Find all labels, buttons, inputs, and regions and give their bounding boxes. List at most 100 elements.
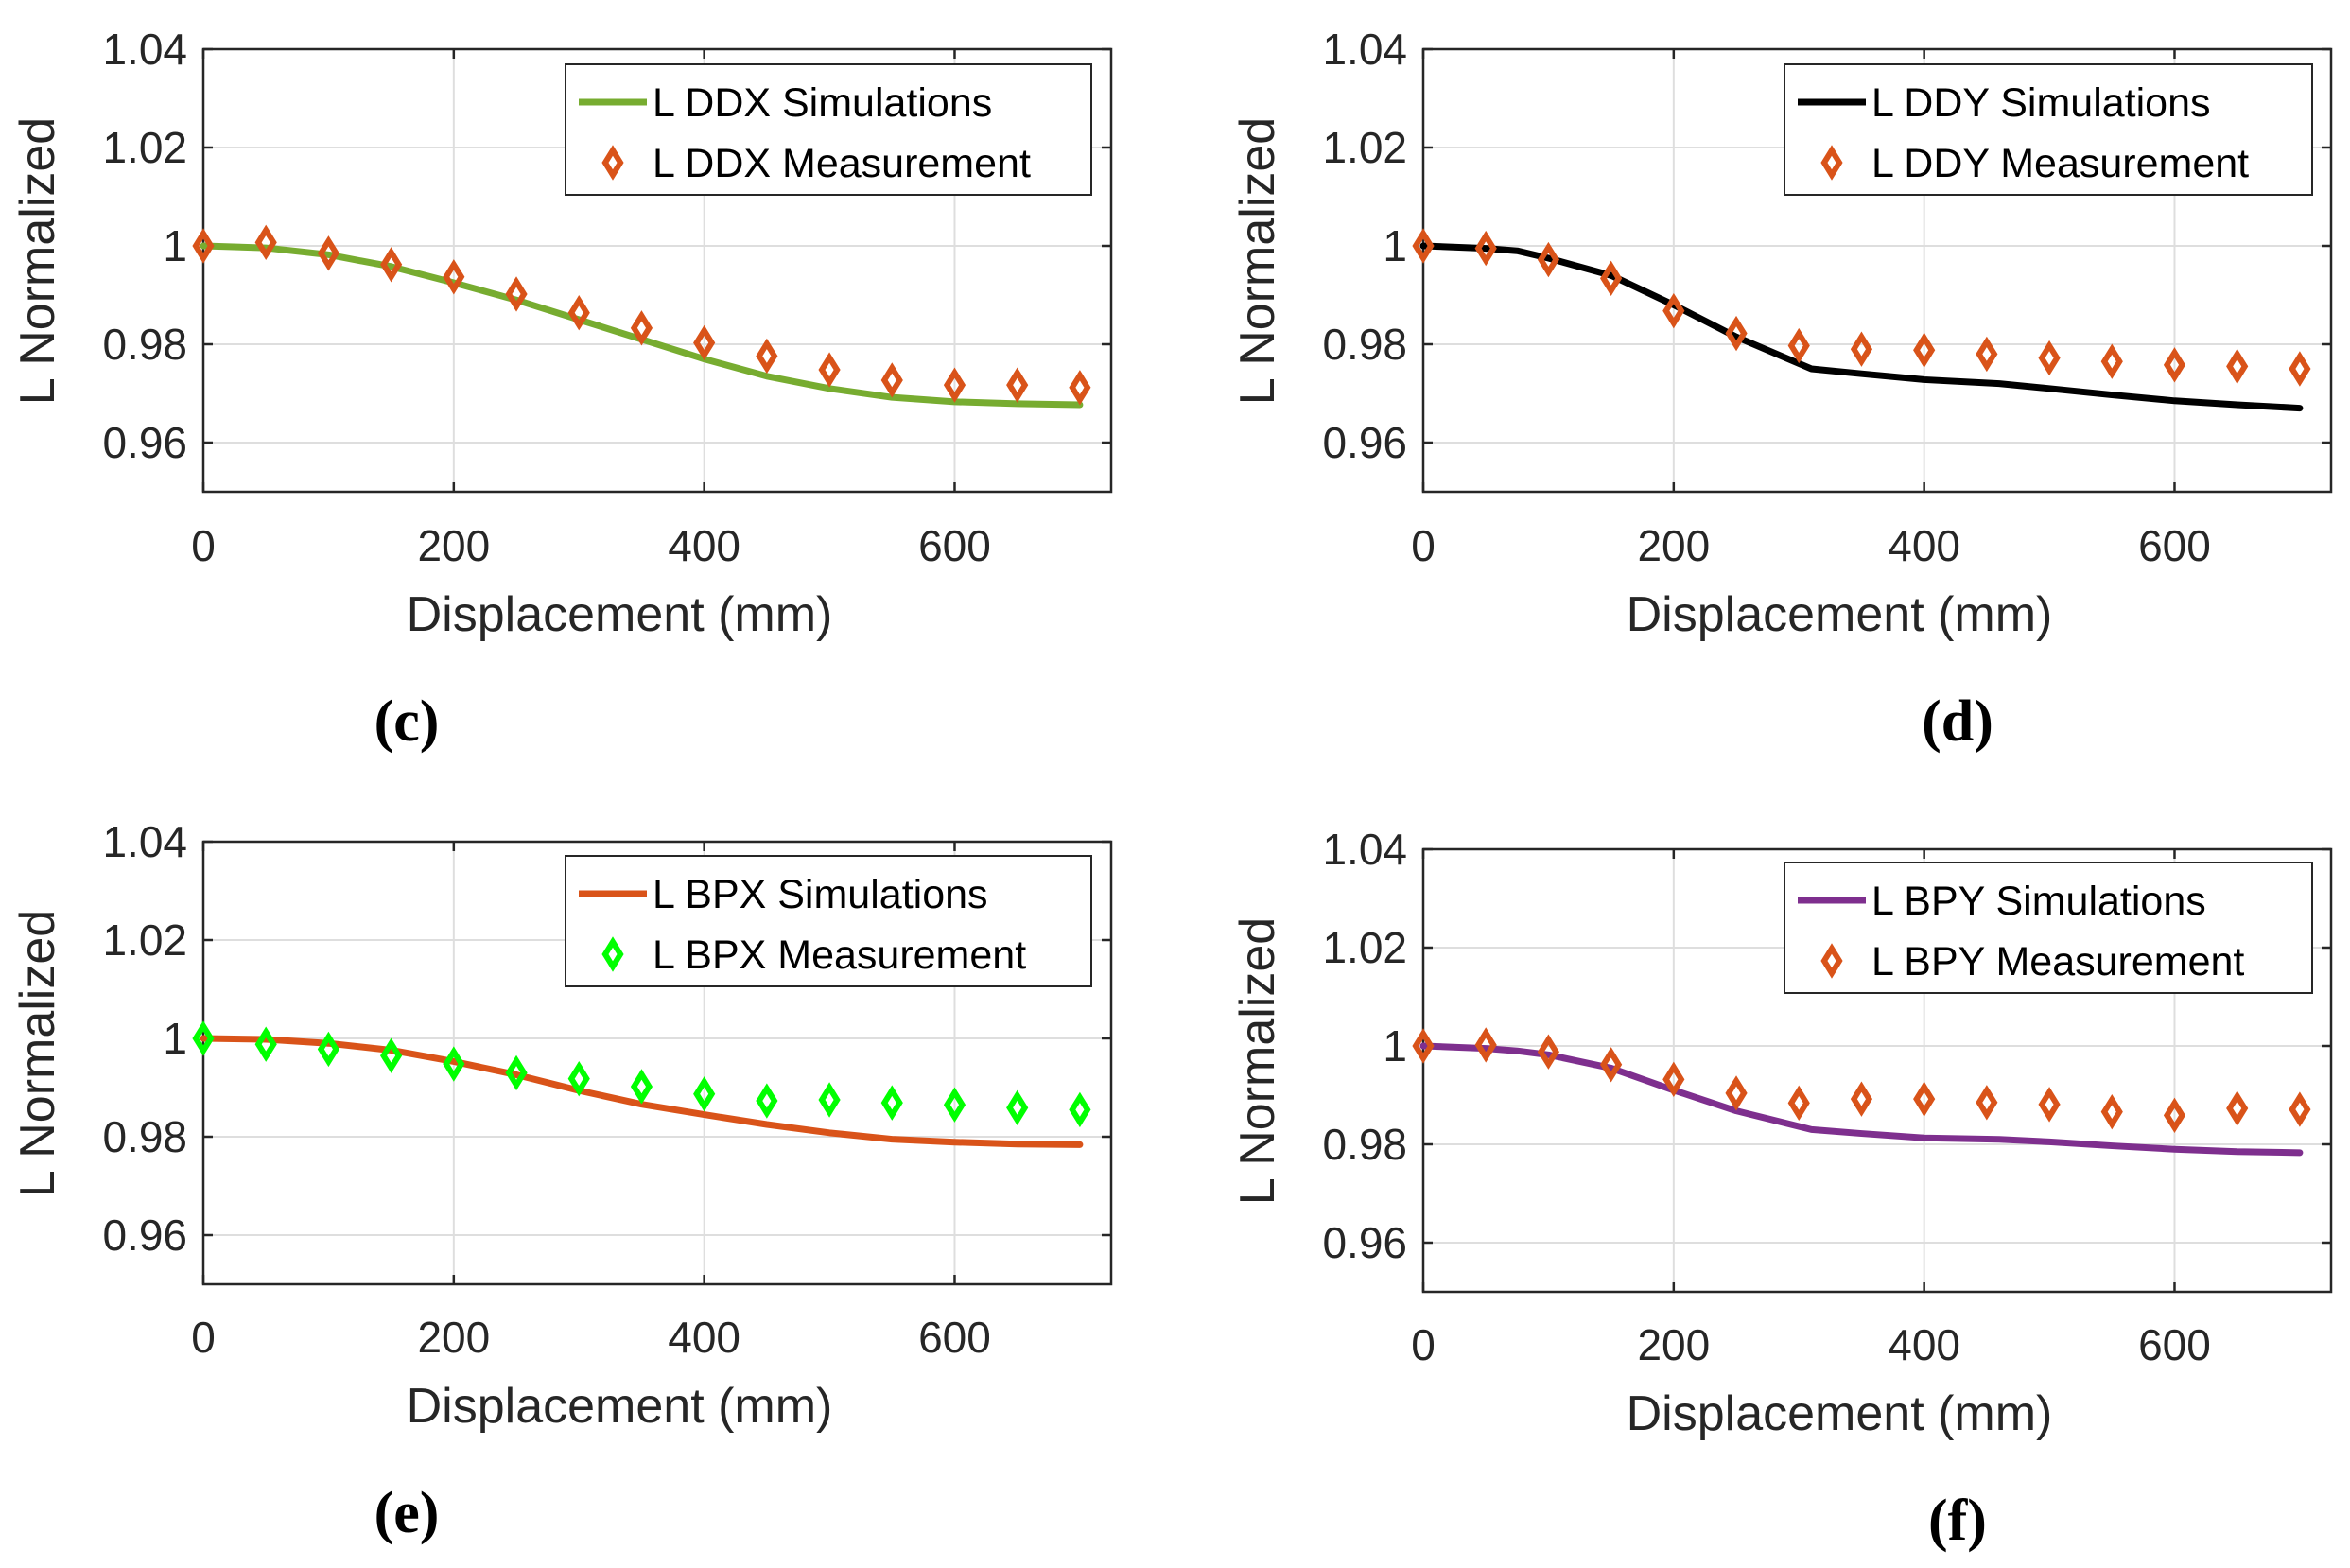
y-tick-label: 0.98 [102, 320, 187, 369]
y-tick-label: 0.96 [1322, 418, 1407, 467]
x-tick-label: 0 [191, 521, 216, 570]
panel-label: (c) [374, 689, 440, 754]
measurement-point [818, 1082, 841, 1118]
measurement-point [1850, 1081, 1873, 1117]
measurement-point [943, 1087, 966, 1123]
x-axis-label: Displacement (mm) [1627, 587, 2053, 642]
x-tick-label: 400 [668, 521, 740, 570]
measurement-point [1474, 1027, 1497, 1063]
measurement-point [756, 338, 778, 375]
measurement-point [1787, 327, 1810, 364]
measurement-point [1913, 332, 1936, 368]
measurement-point [567, 295, 590, 331]
x-tick-label: 600 [2138, 1320, 2211, 1369]
measurement-point [2100, 1093, 2123, 1130]
legend-entry: L DDY Simulations [1871, 80, 2211, 126]
chart-panel-3: 0 200 400 600 0.96 0.98 1 1.02 1.04 Displacement … [1230, 825, 2333, 1553]
y-tick-label: 0.98 [102, 1112, 187, 1161]
y-tick-label: 1 [1383, 221, 1407, 270]
y-tick-label: 1 [163, 1014, 187, 1063]
legend-marker-swatch [601, 936, 624, 972]
legend-box [565, 855, 1092, 987]
x-tick-label: 200 [1637, 1320, 1710, 1369]
measurement-point [1069, 370, 1091, 406]
measurement-point [693, 1076, 716, 1112]
measurement-point [1976, 1085, 1998, 1121]
measurement-point [756, 1083, 778, 1119]
measurement-point [1600, 260, 1623, 297]
measurement-point [1662, 292, 1685, 329]
measurement-point [1600, 1047, 1623, 1083]
measurement-point [317, 1031, 340, 1068]
simulation-line [1419, 242, 2304, 412]
y-tick-label: 1 [163, 221, 187, 270]
measurement-point [443, 1046, 465, 1082]
x-tick-label: 200 [417, 1313, 490, 1362]
y-tick-label: 1.02 [1322, 123, 1407, 172]
legend-entry: L DDX Measurement [653, 141, 1031, 186]
legend-marker-swatch [1820, 943, 1843, 979]
legend-entry: L DDY Measurement [1871, 141, 2249, 186]
measurement-point [2226, 1090, 2249, 1126]
x-axis-label: Displacement (mm) [407, 587, 833, 642]
axes-box [201, 47, 1113, 494]
simulation-line [200, 1035, 1084, 1148]
panel-label: (d) [1922, 689, 1993, 754]
y-axis-label: L Normalized [10, 117, 65, 405]
legend-marker-swatch [1820, 145, 1843, 181]
x-tick-label: 0 [1411, 521, 1436, 570]
x-tick-label: 600 [918, 1313, 991, 1362]
x-tick-label: 400 [1888, 521, 1960, 570]
measurement-point [254, 224, 277, 261]
measurement-point [693, 324, 716, 361]
y-axis-label: L Normalized [1230, 917, 1285, 1205]
measurement-point [880, 1085, 903, 1121]
simulation-line [1419, 1042, 2304, 1157]
legend-entry: L BPX Measurement [653, 932, 1026, 978]
measurement-point [1662, 1061, 1685, 1098]
measurement-point [943, 367, 966, 403]
measurement-point [505, 1054, 528, 1091]
measurement-point [380, 1037, 403, 1073]
measurement-point [2163, 1097, 2186, 1134]
measurement-point [443, 259, 465, 295]
measurement-point [2289, 351, 2311, 387]
legend-entry: L BPY Simulations [1871, 879, 2206, 924]
measurement-point [380, 247, 403, 283]
measurement-point [1725, 315, 1748, 352]
x-axis-label: Displacement (mm) [407, 1379, 833, 1434]
measurement-point [1412, 1028, 1435, 1064]
axes-box [1421, 47, 2333, 494]
measurement-point [254, 1026, 277, 1062]
x-tick-label: 200 [1637, 521, 1710, 570]
measurement-point [1412, 228, 1435, 264]
measurement-point [2289, 1091, 2311, 1127]
measurement-point [2163, 347, 2186, 383]
y-tick-label: 0.96 [102, 418, 187, 467]
panel-label: (f) [1928, 1489, 1987, 1553]
y-tick-label: 1.02 [102, 123, 187, 172]
x-tick-label: 400 [1888, 1320, 1960, 1369]
panel-label: (e) [374, 1481, 440, 1545]
x-tick-label: 600 [2138, 521, 2211, 570]
measurement-point [1006, 1089, 1029, 1126]
measurement-point [818, 352, 841, 388]
y-tick-label: 1.04 [102, 817, 187, 866]
measurement-point [2226, 348, 2249, 385]
legend-entry: L DDX Simulations [653, 80, 992, 126]
x-tick-label: 0 [191, 1313, 216, 1362]
legend: L BPX Simulations L BPX Measurement [565, 855, 1092, 987]
x-tick-label: 600 [918, 521, 991, 570]
y-tick-label: 0.98 [1322, 320, 1407, 369]
measurement-point [1725, 1075, 1748, 1111]
measurement-point [1537, 1034, 1560, 1070]
y-tick-label: 0.98 [1322, 1120, 1407, 1169]
legend: L BPY Simulations L BPY Measurement [1784, 862, 2313, 994]
measurement-point [1006, 367, 1029, 403]
y-tick-label: 0.96 [1322, 1218, 1407, 1267]
measurement-point [192, 228, 215, 264]
x-tick-label: 0 [1411, 1320, 1436, 1369]
legend-box [1784, 862, 2313, 994]
measurement-point [880, 362, 903, 398]
